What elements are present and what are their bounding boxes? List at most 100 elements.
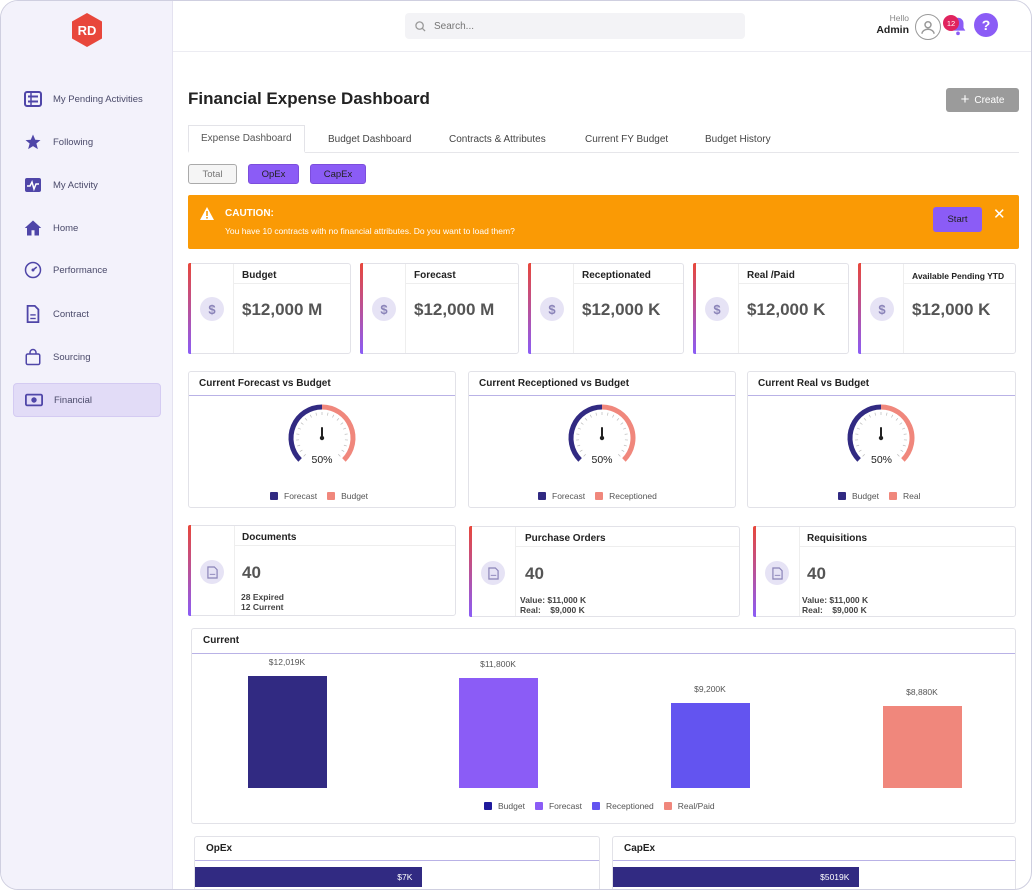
card-divider <box>189 395 455 396</box>
filter-total-button[interactable]: Total <box>188 164 237 184</box>
caution-message: You have 10 contracts with no financial … <box>225 226 515 236</box>
home-icon <box>23 218 43 238</box>
gauge-percent: 50% <box>591 454 613 466</box>
legend-label: Forecast <box>552 491 586 501</box>
tab-expense-dashboard[interactable]: Expense Dashboard <box>188 125 305 153</box>
chart-title: OpEx <box>206 843 233 854</box>
search-box[interactable] <box>405 13 745 39</box>
gauge-tick <box>895 418 899 421</box>
gauge-tick <box>856 427 860 430</box>
gauge-tick <box>612 414 615 418</box>
legend-swatch <box>663 802 672 810</box>
create-button[interactable]: + Create <box>946 88 1019 112</box>
dollar-icon: $ <box>870 297 894 321</box>
gauge-arc-primary <box>288 404 323 462</box>
sidebar-item-label: Contract <box>53 308 89 320</box>
gauge-tick <box>589 414 592 418</box>
legend-label: Forecast <box>548 801 583 811</box>
bar-budget <box>247 676 327 788</box>
gauge-tick <box>607 412 609 416</box>
sidebar-item-following[interactable]: Following <box>13 125 161 159</box>
gauge-card-real: Current Real vs Budget 50% Budget Real <box>747 371 1016 508</box>
kpi-value: $12,000 K <box>582 300 661 319</box>
opex-card: OpEx $7K <box>194 836 600 889</box>
sidebar-item-label: Sourcing <box>53 351 91 363</box>
sidebar-item-my-activity[interactable]: My Activity <box>13 168 161 202</box>
doc-title: Requisitions <box>807 533 868 544</box>
card-divider <box>799 527 800 616</box>
purchase-orders-card[interactable]: Purchase Orders 40 Value: $11,000 K Real… <box>469 526 740 617</box>
gauge-tick <box>577 427 581 430</box>
sidebar-item-label: Following <box>53 136 94 148</box>
start-button[interactable]: Start <box>933 207 982 232</box>
filter-capex-button[interactable]: CapEx <box>310 164 366 184</box>
tab-budget-history[interactable]: Budget History <box>705 133 771 145</box>
filter-opex-button[interactable]: OpEx <box>248 164 299 184</box>
doc-detail-2: Real: $9,000 K <box>802 605 867 615</box>
activity-icon <box>23 175 43 195</box>
kpi-title: Budget <box>242 270 277 281</box>
card-accent <box>360 263 363 354</box>
gauge-title: Current Receptioned vs Budget <box>479 378 630 389</box>
sidebar-item-financial[interactable]: Financial <box>13 383 161 417</box>
rd-logo[interactable]: RD <box>70 12 104 48</box>
caution-banner: CAUTION: You have 10 contracts with no f… <box>188 195 1019 249</box>
notification-badge: 12 <box>943 15 959 31</box>
card-accent <box>693 263 696 354</box>
sidebar-item-contract[interactable]: Contract <box>13 297 161 331</box>
search-input[interactable] <box>434 20 714 32</box>
gauge-pivot <box>599 435 605 441</box>
card-divider <box>800 546 1015 547</box>
legend-swatch <box>595 492 604 500</box>
sidebar-item-label: My Pending Activities <box>53 93 143 105</box>
gauge-card-forecast: Current Forecast vs Budget 50% Forecast … <box>188 371 456 508</box>
legend-swatch <box>327 492 336 500</box>
sidebar: RD My Pending Activities Following My Ac… <box>1 1 173 889</box>
gauge-chart <box>568 404 636 462</box>
sidebar-item-home[interactable]: Home <box>13 211 161 245</box>
avatar[interactable] <box>915 14 941 40</box>
tab-current-fy-budget[interactable]: Current FY Budget <box>585 133 669 145</box>
gauge-pivot <box>319 435 325 441</box>
gauge-legend: Budget Real <box>838 491 930 501</box>
legend-item: Budget <box>327 491 368 501</box>
chart-legend: Budget Forecast Receptioned Real/Paid <box>484 801 725 811</box>
file-icon <box>481 561 505 585</box>
sidebar-item-label: My Activity <box>53 179 98 191</box>
legend-item: Budget <box>484 801 525 811</box>
greeting-text: Hello <box>889 13 909 23</box>
card-divider <box>405 264 406 353</box>
legend-swatch <box>270 492 278 500</box>
chart-title: Current <box>203 635 240 646</box>
close-icon[interactable]: ✕ <box>993 206 1006 223</box>
caution-title: CAUTION: <box>225 208 274 219</box>
plus-icon: + <box>960 91 970 108</box>
tab-budget-dashboard[interactable]: Budget Dashboard <box>328 133 412 145</box>
gauge-tick <box>858 449 862 452</box>
doc-value: 40 <box>242 563 261 582</box>
tab-contracts-attributes[interactable]: Contracts & Attributes <box>449 133 546 145</box>
requisitions-card[interactable]: Requisitions 40 Value: $11,000 K Real: $… <box>753 526 1016 617</box>
card-divider <box>739 283 848 284</box>
card-divider <box>469 395 735 396</box>
money-icon <box>24 390 44 410</box>
help-button[interactable]: ? <box>974 13 998 37</box>
kpi-card-available-pending: $ Available Pending YTD $12,000 K <box>858 263 1016 354</box>
top-header: Hello Admin 12 ? <box>173 1 1031 52</box>
documents-card[interactable]: Documents 40 28 Expired 12 Current <box>188 525 456 616</box>
gauge-tick <box>297 444 301 447</box>
opex-bar: $7K <box>195 867 423 887</box>
bar-value-label: $7K <box>397 872 413 882</box>
gauge-percent: 50% <box>311 454 333 466</box>
sidebar-item-my-pending-activities[interactable]: My Pending Activities <box>13 82 161 116</box>
sidebar-item-sourcing[interactable]: Sourcing <box>13 340 161 374</box>
doc-value: 40 <box>525 564 544 583</box>
sidebar-item-performance[interactable]: Performance <box>13 253 161 287</box>
gauge-tick <box>583 454 586 457</box>
gauge-chart <box>847 404 915 462</box>
gauge-tick <box>343 444 347 447</box>
card-divider <box>192 653 1015 654</box>
bar-value-label: $8,880K <box>906 686 938 697</box>
legend-swatch <box>484 802 492 810</box>
bar-forecast <box>458 678 538 788</box>
